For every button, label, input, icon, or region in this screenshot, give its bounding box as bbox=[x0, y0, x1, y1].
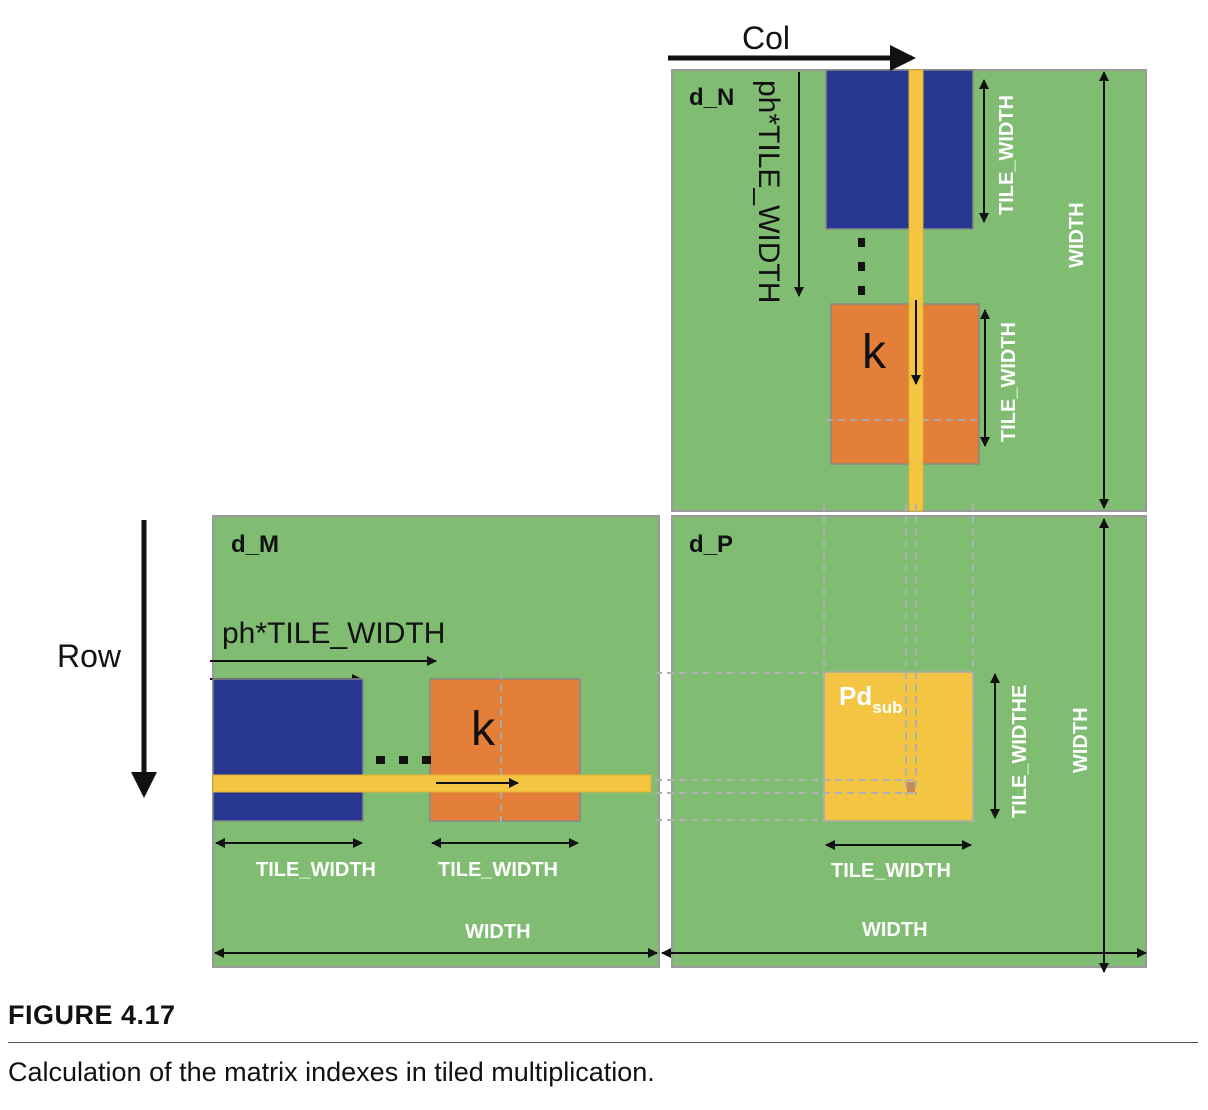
matrix-p-width-label-vertical: WIDTH bbox=[1070, 707, 1092, 773]
matrix-m-orange-tile bbox=[429, 678, 581, 822]
matrix-p-label: d_P bbox=[689, 531, 733, 558]
matrix-m-horizontal-dots bbox=[376, 756, 431, 764]
matrix-n-tile-width-label-k: TILE_WIDTH bbox=[998, 322, 1020, 442]
matrix-n-orange-tile bbox=[830, 303, 980, 465]
figure-caption: Calculation of the matrix indexes in til… bbox=[8, 1057, 655, 1087]
matrix-p-width-label-horizontal: WIDTH bbox=[862, 919, 928, 941]
projection-dashes bbox=[655, 504, 974, 822]
matrix-n: d_N k ph*TILE_WIDTH TILE_WIDTH TILE_WIDT… bbox=[671, 69, 1147, 512]
col-label: Col bbox=[742, 20, 790, 56]
matrix-m-k-label: k bbox=[471, 703, 496, 756]
matrix-n-blue-tile bbox=[825, 69, 974, 230]
matrix-p-tile-width-label: TILE_WIDTH bbox=[831, 860, 951, 882]
matrix-n-width-label: WIDTH bbox=[1066, 202, 1088, 268]
matrix-p-tile-widthe-label: TILE_WIDTHE bbox=[1009, 685, 1031, 818]
col-indicator: Col bbox=[668, 20, 916, 71]
row-label: Row bbox=[57, 638, 122, 674]
matrix-n-label: d_N bbox=[689, 84, 734, 111]
matrix-m-ph-label: ph*TILE_WIDTH bbox=[222, 617, 445, 650]
matrix-n-ph-label: ph*TILE_WIDTH bbox=[752, 80, 785, 303]
tiled-matrix-diagram: d_N k ph*TILE_WIDTH TILE_WIDTH TILE_WIDT… bbox=[57, 20, 1147, 973]
matrix-n-yellow-column-strip bbox=[908, 69, 924, 512]
matrix-n-tile-width-label-top: TILE_WIDTH bbox=[996, 95, 1018, 215]
matrix-m-tile-width-label-1: TILE_WIDTH bbox=[256, 859, 376, 881]
figure-title: FIGURE 4.17 bbox=[8, 1000, 176, 1030]
matrix-p: d_P Pdsub TILE_WIDTHE TILE_WIDTH WIDTH W… bbox=[655, 504, 1147, 973]
pd-sub-label: Pdsub bbox=[839, 681, 902, 717]
matrix-n-vertical-dots bbox=[858, 238, 865, 295]
figure-divider bbox=[8, 1042, 1198, 1043]
pd-element-marker bbox=[907, 782, 915, 792]
matrix-m-blue-tile bbox=[212, 678, 364, 822]
matrix-n-k-label: k bbox=[862, 326, 887, 379]
matrix-m-tile-width-label-2: TILE_WIDTH bbox=[438, 859, 558, 881]
matrix-m-label: d_M bbox=[231, 531, 279, 558]
matrix-m-width-label: WIDTH bbox=[465, 921, 531, 943]
pd-sub-tile bbox=[823, 671, 974, 822]
matrix-m: d_M ph*TILE_WIDTH k TILE_WIDTH TILE_WIDT… bbox=[210, 515, 660, 968]
matrix-m-yellow-row-strip bbox=[212, 774, 652, 793]
row-indicator: Row bbox=[57, 520, 157, 798]
